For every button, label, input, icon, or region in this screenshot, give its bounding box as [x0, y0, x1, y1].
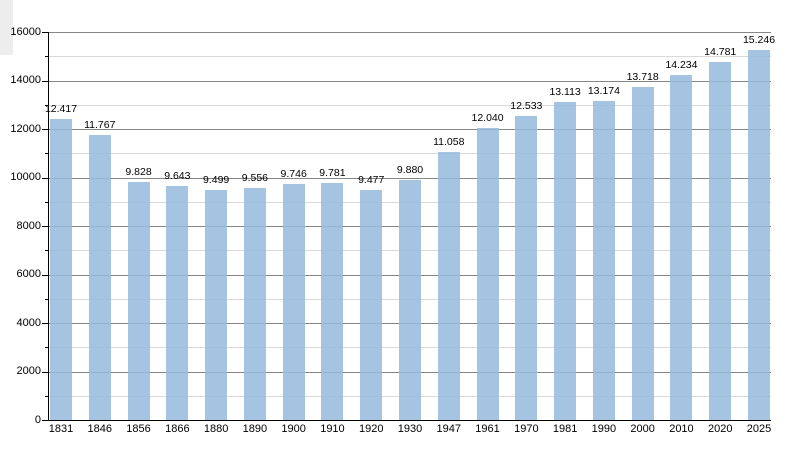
y-major-tick — [42, 371, 48, 373]
bar-value-label: 12.040 — [471, 112, 504, 125]
bar-1831 — [50, 118, 72, 420]
y-minor-tick — [45, 201, 48, 203]
y-major-tick — [42, 323, 48, 324]
y-minor-tick — [45, 56, 48, 58]
bar-value-label: 9.746 — [280, 167, 307, 180]
minor-gridline — [48, 104, 771, 106]
bar-1920 — [360, 190, 383, 420]
bar-value-label: 13.718 — [626, 71, 659, 84]
bar-1880 — [205, 189, 228, 420]
y-axis-tick-label: 0 — [34, 413, 41, 426]
bar-2025 — [748, 50, 770, 420]
y-major-tick — [42, 226, 48, 227]
y-minor-tick — [45, 347, 48, 349]
bar-value-label: 9.880 — [396, 164, 424, 177]
bar-value-label: 9.828 — [125, 165, 152, 178]
y-minor-tick — [45, 395, 48, 397]
bar-1856 — [127, 181, 150, 420]
y-major-tick — [42, 274, 48, 276]
x-axis-line — [48, 420, 771, 421]
minor-gridline — [48, 56, 771, 58]
bar-1947 — [437, 151, 460, 420]
bar-1930 — [399, 180, 421, 420]
x-axis-tick-label: 1900 — [281, 423, 306, 435]
bar-1890 — [243, 188, 266, 420]
bar-value-label: 14.781 — [704, 45, 737, 58]
y-major-tick — [42, 129, 48, 130]
y-minor-tick — [45, 250, 48, 252]
y-axis-tick-label: 4000 — [16, 316, 41, 329]
bar-value-label: 9.477 — [358, 174, 385, 187]
bar-value-label: 12.417 — [44, 102, 78, 115]
bar-1961 — [476, 128, 499, 420]
bar-1900 — [282, 183, 305, 420]
x-axis-tick-label: 1866 — [165, 423, 190, 435]
x-axis-tick-label: 2010 — [669, 423, 694, 435]
y-minor-tick — [45, 153, 48, 155]
y-axis-tick-label: 12000 — [10, 122, 41, 135]
bar-1970 — [515, 116, 538, 420]
y-axis-tick-label: 8000 — [16, 219, 41, 232]
major-gridline — [48, 32, 771, 33]
bar-value-label: 12.533 — [510, 100, 543, 113]
x-axis-tick-label: 1981 — [552, 423, 578, 435]
x-axis-tick-label: 1890 — [242, 423, 268, 435]
y-axis-line — [48, 32, 49, 421]
bar-value-label: 14.234 — [665, 58, 698, 71]
bar-value-label: 9.781 — [319, 166, 346, 179]
bar-1990 — [592, 100, 615, 420]
major-gridline — [48, 177, 771, 179]
y-major-tick — [42, 177, 48, 179]
x-axis-tick-label: 1970 — [514, 423, 539, 435]
x-axis-tick-label: 1961 — [475, 423, 500, 435]
x-axis-tick-label: 2020 — [707, 423, 733, 435]
y-major-tick — [42, 420, 48, 421]
x-axis-tick-label: 1920 — [358, 423, 384, 435]
y-minor-tick — [45, 298, 48, 300]
y-minor-tick — [45, 104, 48, 106]
x-axis-tick-label: 1947 — [436, 423, 462, 435]
bar-1866 — [166, 186, 189, 420]
y-axis-tick-label: 6000 — [16, 268, 41, 280]
y-major-tick — [42, 80, 48, 82]
bar-value-label: 9.499 — [202, 173, 230, 186]
bar-1981 — [554, 102, 577, 420]
page-edge-artifact — [0, 0, 13, 55]
bar-2000 — [631, 87, 654, 420]
y-major-tick — [42, 32, 48, 33]
x-axis-tick-label: 1880 — [203, 423, 229, 435]
bar-2020 — [709, 61, 732, 420]
x-axis-tick-label: 1846 — [87, 423, 113, 435]
y-axis-tick-label: 2000 — [16, 365, 41, 377]
y-axis-tick-label: 16000 — [10, 25, 41, 38]
x-axis-tick-label: 1856 — [126, 423, 151, 435]
bar-value-label: 9.556 — [241, 172, 269, 185]
bar-value-label: 13.174 — [587, 84, 620, 97]
major-gridline — [48, 80, 771, 82]
x-axis-tick-label: 2025 — [746, 423, 772, 435]
x-axis-tick-label: 2000 — [630, 423, 655, 435]
y-axis-tick-label: 14000 — [10, 74, 41, 86]
x-axis-tick-label: 1831 — [48, 423, 74, 435]
bar-value-label: 15.246 — [742, 34, 776, 47]
y-axis-tick-label: 10000 — [10, 171, 41, 183]
bar-1846 — [88, 134, 111, 420]
major-gridline — [48, 129, 771, 130]
bar-2010 — [670, 74, 693, 420]
bar-value-label: 11.058 — [433, 135, 465, 148]
bar-1910 — [321, 182, 344, 420]
bar-value-label: 9.643 — [164, 170, 191, 183]
x-axis-tick-label: 1990 — [591, 423, 617, 435]
bar-value-label: 13.113 — [549, 86, 581, 98]
x-axis-tick-label: 1930 — [397, 423, 423, 435]
bar-value-label: 11.767 — [84, 118, 116, 131]
x-axis-tick-label: 1910 — [320, 423, 345, 435]
minor-gridline — [48, 153, 771, 155]
